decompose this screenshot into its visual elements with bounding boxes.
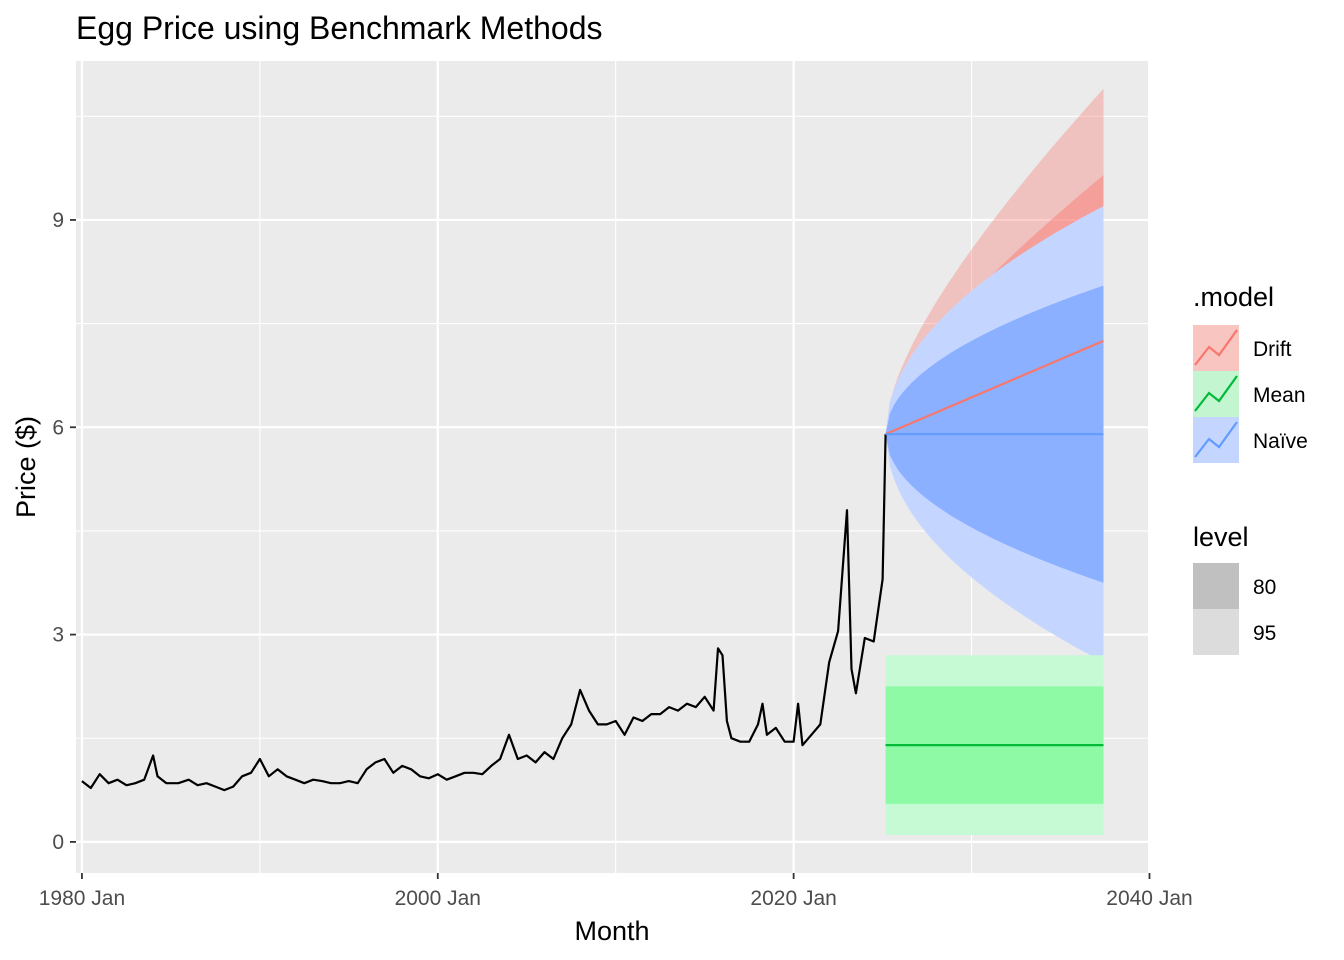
y-tick-label: 9: [52, 209, 64, 232]
chart-title: Egg Price using Benchmark Methods: [76, 10, 602, 46]
x-tick-label: 2000 Jan: [395, 887, 481, 910]
forecast-intervals: [885, 88, 1104, 835]
legend-level-key-95: [1193, 609, 1239, 655]
x-tick-label: 2040 Jan: [1106, 887, 1192, 910]
legend-label: Naïve: [1253, 430, 1308, 453]
legend-model-title: .model: [1193, 282, 1274, 312]
legend-level-title: level: [1193, 522, 1249, 552]
legend-key-line: [1194, 421, 1238, 458]
y-axis-title: Price ($): [11, 416, 41, 518]
legend-key-drift: [1193, 325, 1239, 371]
legend-key-nave: [1193, 417, 1239, 463]
y-tick-label: 3: [52, 624, 64, 647]
history-line: [81, 434, 887, 792]
forecast-line-drift: [885, 339, 1104, 436]
axes: 1980 Jan 2000 Jan 2020 Jan 2040 Jan 0 3 6 9: [39, 209, 1193, 910]
x-tick-label: 2020 Jan: [750, 887, 836, 910]
legend-key-line: [1194, 375, 1238, 412]
legend: .model Drift Mean Naïve level 80 95: [1193, 282, 1308, 655]
x-tick-label: 1980 Jan: [39, 887, 125, 910]
legend-label: Mean: [1253, 384, 1306, 407]
legend-level-key-80: [1193, 563, 1239, 609]
legend-level-label: 95: [1253, 622, 1276, 645]
y-tick-label: 0: [52, 831, 64, 854]
data-lines: [81, 339, 1104, 792]
legend-key-line: [1194, 329, 1238, 366]
y-tick-label: 6: [52, 416, 64, 439]
legend-key-mean: [1193, 371, 1239, 417]
x-axis-title: Month: [574, 916, 649, 946]
legend-level-label: 80: [1253, 576, 1276, 599]
legend-label: Drift: [1253, 338, 1292, 361]
